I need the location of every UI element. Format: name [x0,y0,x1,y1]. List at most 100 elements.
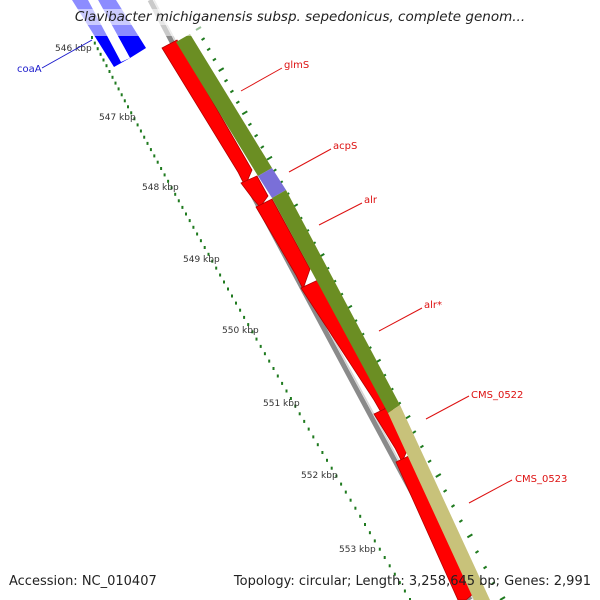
gc-tick [466,533,473,539]
gc-tick [419,444,424,449]
ruler-dot [181,205,184,209]
ruler-dot [199,239,202,243]
gc-tick [201,37,206,41]
label-alr-star[interactable]: alr* [424,300,442,311]
gc-tick [206,47,211,52]
ruler-dot [219,273,222,277]
gc-khaki [388,405,490,600]
ruler-dot [321,451,324,454]
ruler-dot [373,539,376,543]
tick-label-551: 551 kbp [263,399,300,409]
ruler-dot [354,506,357,510]
accession-label: Accession: NC_010407 [9,574,157,589]
ruler-dot [409,598,411,600]
ruler-dot [211,259,214,263]
cds-alr[interactable] [255,198,311,291]
ruler-dot [123,99,126,103]
ruler-dot [243,315,246,319]
ruler-dot [393,572,396,576]
ruler-dot [303,419,306,423]
ruler-dot [139,129,142,133]
ruler-dot [120,93,123,97]
ruler-dot [143,135,146,139]
ruler-dot [117,87,120,91]
ruler-dot [136,123,139,127]
ruler-dot [105,64,108,68]
gc-tick [254,133,259,138]
ruler-dot [231,294,233,298]
ruler-dot [281,381,284,385]
ruler-dot [359,514,362,518]
ruler-dot [203,246,206,249]
gc-tick [412,430,417,434]
leader-CMS_0522 [425,395,470,420]
ruler-dot [99,52,102,56]
gc-tick [212,57,217,62]
ruler-dots [91,36,411,600]
ruler-dot [403,589,406,593]
gc-tick [218,67,225,72]
ruler-dot [383,556,386,559]
map-title: Clavibacter michiganensis subsp. sepedon… [0,9,600,25]
gc-tick [247,122,252,127]
label-coaA[interactable]: coaA [17,64,42,75]
ruler-dot [174,192,177,196]
ruler-dot [223,280,225,284]
gc-green-upper [176,34,272,176]
ruler-dot [93,41,96,45]
tick-label-553: 553 kbp [339,545,376,555]
ruler-dot [160,167,163,170]
ruler-dot [388,564,391,568]
label-alr[interactable]: alr [364,195,378,206]
leader-coaA [41,39,93,69]
gc-tick [223,78,229,83]
gc-tick [435,473,442,478]
ruler-dot [163,173,166,177]
cds-acpS[interactable] [240,175,269,208]
ruler-dot [167,179,170,183]
gc-tick [458,519,463,523]
cds-alr2[interactable] [300,279,391,415]
ruler-dot [114,81,117,85]
gc-purple [258,168,286,198]
ruler-dot [307,427,310,431]
gc-tick [241,110,248,116]
ruler-labels: 546 kbp 547 kbp 548 kbp 549 kbp 550 kbp … [55,44,376,555]
label-CMS_0522[interactable]: CMS_0522 [471,390,523,401]
ruler-dot [294,404,297,408]
ruler-dot [289,397,292,400]
ruler-dot [316,443,319,447]
tick-label-547: 547 kbp [99,113,136,123]
ruler-dot [108,70,111,73]
label-glmS[interactable]: glmS [284,60,309,71]
ruler-dot [398,581,401,585]
ruler-dot [285,389,288,393]
gc-tick [483,565,488,570]
gc-green-lower [272,190,400,413]
gc-tick [491,581,496,586]
ruler-dot [312,435,315,439]
gc-tick [235,100,240,105]
gc-tick [474,550,480,554]
cds-track [161,39,476,600]
label-acpS[interactable]: acpS [333,141,357,152]
ruler-dot [188,219,191,223]
ruler-dot [102,58,105,62]
ruler-dot [378,547,381,551]
ruler-dot [326,458,328,462]
leader-alr-star [378,307,423,332]
ruler-dot [185,212,187,216]
tick-label-548: 548 kbp [142,183,179,193]
tick-label-549: 549 kbp [183,255,220,265]
ruler-dot [349,498,352,502]
cds-glmS[interactable] [161,39,253,187]
ruler-dot [272,367,275,370]
leader-acpS [288,148,332,173]
ruler-dot [255,337,258,341]
ruler-dot [227,287,229,291]
label-CMS_0523[interactable]: CMS_0523 [515,474,567,485]
ruler-dot [170,186,173,190]
gc-tick [450,504,456,508]
gc-tick [427,459,432,464]
